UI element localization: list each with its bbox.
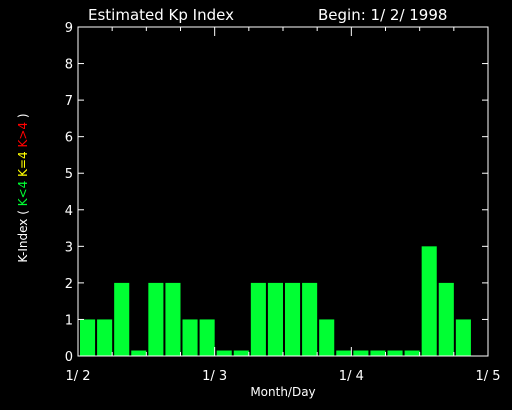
bar: [370, 350, 386, 356]
bar: [267, 282, 283, 356]
bar: [199, 319, 215, 356]
x-tick-label: 1/ 4: [339, 369, 364, 384]
bar: [421, 246, 437, 356]
bar: [302, 282, 318, 356]
y-tick-label: 0: [65, 350, 73, 365]
bar: [455, 319, 471, 356]
y-tick-label: 9: [65, 21, 73, 36]
y-tick-label: 1: [65, 313, 73, 328]
y-tick-label: 3: [65, 240, 73, 255]
bar: [319, 319, 335, 356]
y-axis-label: K-Index ( K<4 K=4 K>4 ): [16, 113, 30, 262]
bar: [148, 282, 164, 356]
y-tick-label: 7: [65, 94, 73, 109]
bar: [404, 350, 420, 356]
bar: [438, 282, 454, 356]
bar: [216, 350, 232, 356]
y-label-suffix: ): [16, 113, 30, 122]
bar: [131, 350, 147, 356]
bar: [285, 282, 301, 356]
y-label-prefix: K-Index (: [16, 206, 30, 262]
y-tick-label: 2: [65, 277, 73, 292]
chart-title: Estimated Kp Index: [88, 6, 234, 24]
bar: [165, 282, 181, 356]
x-axis-label: Month/Day: [250, 385, 315, 399]
x-ticks: 1/ 2 1/ 3 1/ 4 1/ 5: [65, 27, 501, 384]
y-tick-label: 4: [65, 204, 73, 219]
y-label-high: K>4: [16, 122, 30, 148]
y-tick-label: 8: [65, 58, 73, 73]
bar: [97, 319, 113, 356]
y-label-low: K<4: [16, 181, 30, 207]
x-tick-label: 1/ 3: [202, 369, 227, 384]
bars-group: [80, 246, 471, 356]
bar: [80, 319, 96, 356]
y-label-mid: K=4: [16, 151, 30, 177]
begin-date: Begin: 1/ 2/ 1998: [318, 6, 447, 24]
x-tick-label: 1/ 2: [65, 369, 90, 384]
bar: [250, 282, 266, 356]
bar: [182, 319, 198, 356]
bar: [336, 350, 352, 356]
y-tick-label: 5: [65, 167, 73, 182]
y-ticks: 0 1 2 3 4 5 6 7 8 9: [65, 21, 488, 365]
bar: [233, 350, 249, 356]
bar: [353, 350, 369, 356]
x-tick-label: 1/ 5: [475, 369, 500, 384]
y-tick-label: 6: [65, 131, 73, 146]
bar: [387, 350, 403, 356]
bar: [114, 282, 130, 356]
